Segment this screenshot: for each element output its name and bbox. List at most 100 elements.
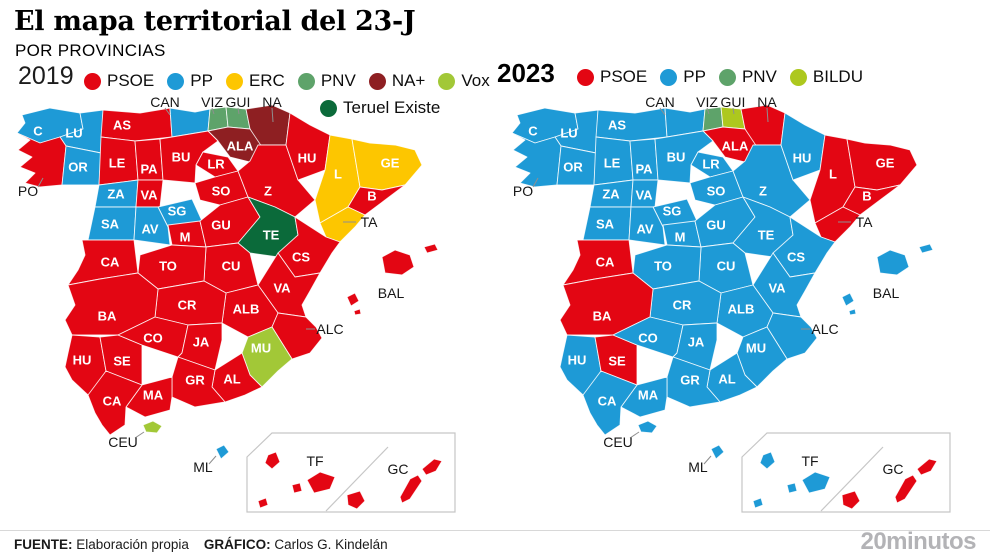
province-label-HUL: HU	[568, 353, 587, 368]
province-label-SO: SO	[707, 184, 726, 199]
brand-logo: 20minutos	[860, 528, 976, 555]
province-label-GR: GR	[185, 373, 205, 388]
leader-line	[532, 177, 539, 188]
legend-item-pp: PP	[660, 67, 706, 87]
province-label-HUE: HU	[793, 151, 812, 166]
legend-label: BILDU	[812, 67, 863, 86]
legend-label: PP	[683, 67, 706, 86]
province-label-NA: NA	[262, 94, 282, 110]
legend-swatch-icon	[225, 72, 243, 90]
province-label-SO: SO	[212, 184, 231, 199]
province-label-MU: MU	[251, 341, 271, 356]
legend-label: PNV	[320, 71, 356, 90]
legend-swatch-icon	[577, 68, 594, 86]
province-label-VAD: VA	[140, 188, 158, 203]
province-label-CS: CS	[787, 250, 805, 265]
province-label-CR: CR	[673, 298, 692, 313]
province-label-ML: ML	[193, 459, 213, 475]
province-label-GE: GE	[381, 156, 400, 171]
province-label-GC: GC	[388, 461, 409, 477]
leader-line	[134, 431, 145, 439]
province-label-SE: SE	[113, 354, 131, 369]
province-label-GUI: GUI	[721, 94, 746, 110]
province-label-GC: GC	[883, 461, 904, 477]
province-label-CEU: CEU	[603, 434, 633, 450]
province-label-JA: JA	[688, 335, 705, 350]
province-label-SG: SG	[663, 204, 682, 219]
province-label-SG: SG	[168, 204, 187, 219]
province-label-CO: CO	[638, 331, 658, 346]
province-label-AL: AL	[718, 372, 735, 387]
province-label-ALC: ALC	[316, 321, 343, 337]
province-label-PA: PA	[635, 162, 653, 177]
province-label-BAL: BAL	[378, 285, 405, 301]
province-TF	[291, 482, 303, 494]
province-label-TO: TO	[159, 259, 177, 274]
source-label: FUENTE:	[14, 537, 73, 552]
graphic-label: GRÁFICO:	[203, 537, 271, 552]
province-BAL	[848, 308, 857, 316]
province-label-B: B	[367, 189, 376, 204]
province-CEU	[142, 420, 163, 434]
province-label-CAC: CA	[101, 255, 120, 270]
province-label-CS: CS	[292, 250, 310, 265]
province-label-LE: LE	[604, 156, 621, 171]
legend-item-pnv: PNV	[718, 67, 777, 87]
legend-label: NA+	[391, 71, 426, 90]
province-label-VAD: VA	[635, 188, 653, 203]
province-label-L: L	[829, 167, 837, 182]
legend-swatch-icon	[660, 68, 678, 86]
province-label-AV: AV	[141, 222, 158, 237]
legend-label: Teruel Existe	[343, 98, 441, 117]
province-BAL	[841, 292, 855, 307]
province-label-TF: TF	[801, 453, 818, 469]
province-label-LU: LU	[65, 126, 82, 141]
legend-2023-row1: PSOE PP PNV BILDU	[577, 67, 863, 87]
province-label-VAL: VA	[768, 281, 786, 296]
province-GC	[916, 458, 938, 476]
leader-line	[164, 107, 171, 116]
province-ML	[710, 444, 725, 460]
province-GC	[421, 458, 443, 476]
province-label-HUE: HU	[298, 151, 317, 166]
province-label-L: L	[334, 167, 342, 182]
province-label-C: C	[528, 124, 538, 139]
legend-swatch-icon	[789, 68, 807, 86]
province-label-TE: TE	[263, 228, 280, 243]
footer-divider	[0, 530, 990, 531]
province-AV	[133, 206, 171, 246]
leader-line	[211, 107, 215, 115]
legend-label: PSOE	[600, 67, 648, 86]
province-label-BU: BU	[667, 150, 686, 165]
province-label-PO: PO	[513, 183, 533, 199]
province-label-ALB: ALB	[728, 302, 755, 317]
province-label-CAD: CA	[103, 394, 122, 409]
province-label-NA: NA	[757, 94, 777, 110]
legend-label: PNV	[741, 67, 777, 86]
province-label-AS: AS	[113, 118, 131, 133]
province-label-SA: SA	[596, 217, 615, 232]
province-label-SA: SA	[101, 217, 120, 232]
province-label-GE: GE	[876, 156, 895, 171]
province-TF	[786, 482, 798, 494]
province-label-CAN: CAN	[645, 94, 675, 110]
province-BAL	[353, 308, 362, 316]
province-label-BA: BA	[593, 309, 612, 324]
province-label-ZA: ZA	[602, 187, 620, 202]
province-label-B: B	[862, 189, 871, 204]
province-label-GUI: GUI	[226, 94, 251, 110]
leader-line	[629, 431, 640, 439]
province-label-AL: AL	[223, 372, 240, 387]
page-title: El mapa territorial del 23-J	[14, 6, 416, 37]
province-TF	[264, 451, 281, 470]
leader-line	[703, 455, 712, 465]
province-label-PO: PO	[18, 183, 38, 199]
legend-item-bildu: BILDU	[789, 67, 863, 87]
legend-label: Vox	[461, 71, 490, 90]
year-label-2019: 2019	[18, 62, 74, 90]
graphic-value: Carlos G. Kindelán	[274, 537, 388, 552]
leader-line	[37, 177, 44, 188]
province-BAL	[423, 243, 439, 254]
legend-swatch-icon	[718, 68, 736, 86]
province-label-VIZ: VIZ	[201, 94, 223, 110]
